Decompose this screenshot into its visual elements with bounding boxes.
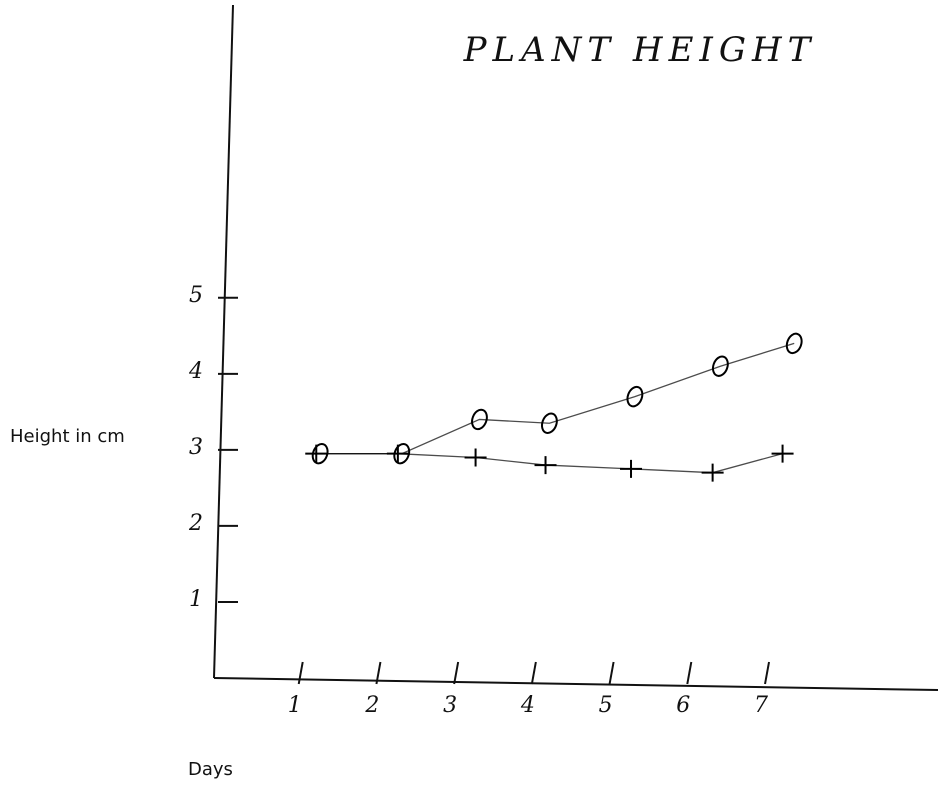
circle-marker <box>785 332 803 355</box>
plus-marker <box>701 463 724 482</box>
circle-marker <box>471 408 488 431</box>
chart-title: PLANT HEIGHT <box>463 30 817 70</box>
circle-marker <box>626 385 644 408</box>
circle-marker <box>311 442 329 465</box>
x-tick <box>686 661 693 685</box>
circle-marker <box>393 442 411 465</box>
x-tick-label: 7 <box>754 693 768 718</box>
x-tick <box>530 661 537 685</box>
x-tick-label: 6 <box>676 693 690 718</box>
x-tick-label: 2 <box>364 693 379 718</box>
circle-marker <box>540 412 558 434</box>
plus-marker <box>771 444 794 463</box>
x-tick-label: 1 <box>288 693 302 718</box>
x-tick-label: 3 <box>443 693 457 718</box>
y-tick-label: 2 <box>188 511 203 536</box>
y-tick-label: 4 <box>188 359 203 384</box>
x-tick-label: 4 <box>520 693 535 718</box>
x-axis <box>213 677 938 691</box>
y-tick-label: 5 <box>189 283 203 308</box>
x-tick <box>608 661 615 685</box>
plus-marker <box>386 444 409 463</box>
y-axis-label: Height in cm <box>10 426 125 447</box>
x-tick-label: 5 <box>599 693 613 718</box>
x-tick <box>297 661 304 685</box>
y-tick-label: 3 <box>189 435 203 460</box>
x-tick <box>375 661 382 685</box>
x-tick <box>453 661 460 685</box>
x-tick <box>764 661 771 685</box>
y-tick-label: 1 <box>189 587 203 612</box>
plus-marker <box>534 456 557 475</box>
plus-marker <box>464 448 487 467</box>
y-axis <box>213 4 234 679</box>
x-axis-label: Days <box>188 759 233 780</box>
plus-marker <box>620 459 643 478</box>
circle-marker <box>711 355 729 377</box>
plus-marker <box>305 444 328 463</box>
